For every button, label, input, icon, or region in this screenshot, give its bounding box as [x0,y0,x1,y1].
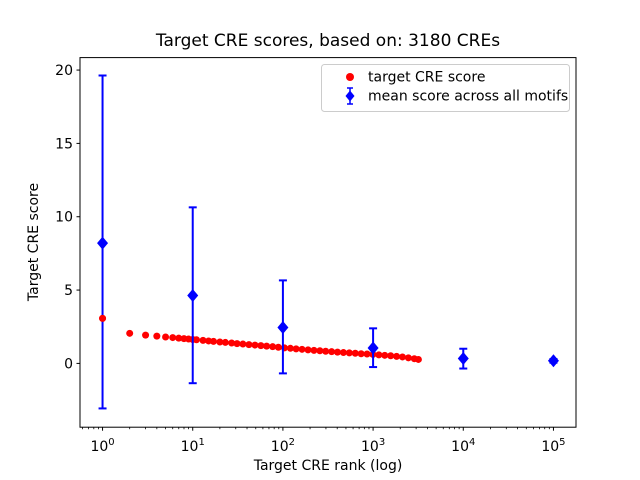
red-dot [269,343,277,351]
legend-box [321,64,570,112]
blue-diamond-marker [97,236,109,250]
blue-diamond-marker [277,320,289,334]
red-dot [210,337,218,345]
red-dot [239,340,247,348]
red-dot [228,339,236,347]
red-dot [375,351,383,359]
red-dot [363,350,371,358]
y-tick-label: 20 [55,63,73,79]
chart-title: Target CRE scores, based on: 3180 CREs [155,31,500,51]
target-cre-score-rank1-dot [99,314,107,322]
red-dot [175,334,183,342]
red-dot [298,345,306,353]
red-dot [274,343,282,351]
red-dot [245,341,253,349]
red-dot [404,354,412,362]
red-dot [162,333,170,341]
red-dot [286,344,294,352]
red-dot [345,349,353,357]
x-axis-label: Target CRE rank (log) [253,458,403,474]
red-dot [322,347,330,355]
red-dot [310,346,318,354]
red-dot [251,341,259,349]
red-dot [398,353,406,361]
red-dot [192,336,200,344]
red-dot [263,342,271,350]
legend-label-target-cre-score: target CRE score [368,70,485,86]
blue-diamond-errorbar-marker-icon [345,87,355,105]
red-dot [381,351,389,359]
red-dot [333,348,341,356]
red-dot [387,352,395,360]
red-dot [142,331,150,339]
blue-diamond-marker [187,288,199,302]
red-dot [292,345,300,353]
red-dot [99,314,107,322]
y-axis-label: Target CRE score [26,183,42,302]
red-circle-marker-icon [346,73,354,81]
red-dot [339,349,347,357]
red-dot [357,350,365,358]
mean-score-series [97,74,559,410]
legend-label-mean-score: mean score across all motifs [368,89,568,105]
y-tick-label: 15 [55,136,73,152]
red-dot [316,347,324,355]
y-tick-label: 5 [64,283,73,299]
red-dot [233,340,241,348]
y-tick-label: 10 [55,210,73,226]
red-dot [216,338,224,346]
red-dot [351,349,359,357]
red-dot [199,336,207,344]
legend: target CRE score mean score across all m… [321,64,570,112]
red-dot [414,355,422,363]
red-dot [328,348,336,356]
red-dot [169,334,177,342]
red-dot [126,329,134,337]
red-dot [153,332,161,340]
red-dot [257,342,265,350]
blue-diamond-marker [547,354,559,368]
blue-diamond-marker [457,352,469,366]
red-dot [221,338,229,346]
red-dot [304,346,312,354]
y-tick-label: 0 [64,356,73,372]
plot-frame [79,57,577,428]
blue-diamond-marker [367,341,379,355]
red-dot [393,352,401,360]
